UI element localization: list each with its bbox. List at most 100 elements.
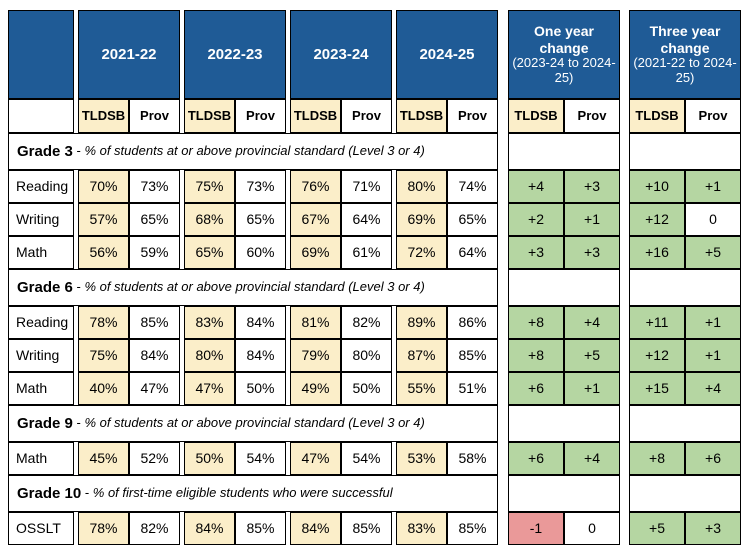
- change-panel-header: Three year change (2021-22 to 2024-25): [629, 10, 741, 99]
- change-value-cell: +12: [629, 339, 685, 372]
- board-value-cell: 84%: [184, 512, 235, 545]
- prov-value-cell: 73%: [129, 170, 180, 203]
- change-value-cell: +6: [508, 442, 564, 475]
- change-value-cell: +12: [629, 203, 685, 236]
- one-year-change-panel: One year change (2023-24 to 2024-25) TLDSB…: [508, 10, 620, 545]
- year-header-2021-22: 2021-22: [78, 10, 180, 99]
- prov-value-cell: 50%: [341, 372, 392, 405]
- change-value-cell: +5: [685, 236, 741, 269]
- board-value-cell: 75%: [184, 170, 235, 203]
- year-header-2024-25: 2024-25: [396, 10, 498, 99]
- board-subheader: TLDSB: [629, 99, 685, 133]
- prov-value-cell: 65%: [447, 203, 498, 236]
- prov-value-cell: 84%: [129, 339, 180, 372]
- row-label-osslt: OSSLT: [8, 512, 74, 545]
- change-value-cell: +1: [685, 306, 741, 339]
- prov-value-cell: 64%: [341, 203, 392, 236]
- change-value-cell: +16: [629, 236, 685, 269]
- board-value-cell: 56%: [78, 236, 129, 269]
- prov-subheader: Prov: [129, 99, 180, 133]
- board-value-cell: 72%: [396, 236, 447, 269]
- change-value-cell: +8: [508, 339, 564, 372]
- board-subheader: TLDSB: [78, 99, 129, 133]
- section-description: % of students at or above provincial sta…: [84, 279, 425, 295]
- row-label-math: Math: [8, 442, 74, 475]
- prov-value-cell: 74%: [447, 170, 498, 203]
- change-panel-subtitle: (2023-24 to 2024-25): [512, 54, 616, 85]
- board-value-cell: 47%: [290, 442, 341, 475]
- board-value-cell: 65%: [184, 236, 235, 269]
- board-value-cell: 79%: [290, 339, 341, 372]
- board-subheader: TLDSB: [508, 99, 564, 133]
- section-spacer-cell: [508, 133, 620, 170]
- row-label-writing: Writing: [8, 339, 74, 372]
- change-value-cell: +3: [508, 236, 564, 269]
- change-value-cell: +11: [629, 306, 685, 339]
- section-grade-label: Grade 6: [17, 278, 73, 296]
- change-value-cell: +4: [564, 442, 620, 475]
- prov-value-cell: 60%: [235, 236, 286, 269]
- section-grade-label: Grade 9: [17, 414, 73, 432]
- section-header-grade-10: Grade 10 - % of first-time eligible stud…: [8, 475, 498, 512]
- change-value-cell: +5: [564, 339, 620, 372]
- change-value-cell: +2: [508, 203, 564, 236]
- board-value-cell: 70%: [78, 170, 129, 203]
- section-spacer-cell: [508, 269, 620, 306]
- row-label-reading: Reading: [8, 306, 74, 339]
- prov-value-cell: 54%: [235, 442, 286, 475]
- board-value-cell: 57%: [78, 203, 129, 236]
- section-spacer-cell: [508, 405, 620, 442]
- board-value-cell: 45%: [78, 442, 129, 475]
- change-value-cell: 0: [685, 203, 741, 236]
- board-value-cell: 84%: [290, 512, 341, 545]
- prov-value-cell: 65%: [129, 203, 180, 236]
- section-separator: -: [81, 485, 93, 501]
- board-value-cell: 87%: [396, 339, 447, 372]
- prov-value-cell: 85%: [341, 512, 392, 545]
- board-value-cell: 76%: [290, 170, 341, 203]
- board-value-cell: 78%: [78, 306, 129, 339]
- section-spacer-cell: [629, 133, 741, 170]
- prov-value-cell: 86%: [447, 306, 498, 339]
- prov-value-cell: 65%: [235, 203, 286, 236]
- prov-value-cell: 61%: [341, 236, 392, 269]
- section-header-grade-6: Grade 6 - % of students at or above prov…: [8, 269, 498, 306]
- year-header-2022-23: 2022-23: [184, 10, 286, 99]
- prov-value-cell: 71%: [341, 170, 392, 203]
- section-grade-label: Grade 3: [17, 142, 73, 160]
- board-value-cell: 53%: [396, 442, 447, 475]
- subheader-empty-cell: [8, 99, 74, 133]
- board-value-cell: 47%: [184, 372, 235, 405]
- change-value-cell: +1: [685, 339, 741, 372]
- section-description: % of students at or above provincial sta…: [84, 143, 425, 159]
- change-panel-title: One year change: [534, 23, 594, 56]
- prov-value-cell: 80%: [341, 339, 392, 372]
- change-value-cell: +6: [508, 372, 564, 405]
- board-value-cell: 50%: [184, 442, 235, 475]
- change-value-cell: +1: [564, 203, 620, 236]
- prov-value-cell: 85%: [447, 512, 498, 545]
- prov-value-cell: 51%: [447, 372, 498, 405]
- section-separator: -: [72, 279, 85, 295]
- section-spacer-cell: [629, 269, 741, 306]
- change-value-cell: -1: [508, 512, 564, 545]
- board-value-cell: 78%: [78, 512, 129, 545]
- change-value-cell: +8: [508, 306, 564, 339]
- prov-subheader: Prov: [685, 99, 741, 133]
- board-value-cell: 89%: [396, 306, 447, 339]
- board-value-cell: 69%: [396, 203, 447, 236]
- prov-value-cell: 85%: [129, 306, 180, 339]
- change-value-cell: +1: [564, 372, 620, 405]
- board-value-cell: 75%: [78, 339, 129, 372]
- change-value-cell: +15: [629, 372, 685, 405]
- section-description: % of first-time eligible students who we…: [92, 485, 393, 501]
- section-grade-label: Grade 10: [17, 484, 82, 502]
- prov-value-cell: 84%: [235, 306, 286, 339]
- row-label-reading: Reading: [8, 170, 74, 203]
- change-value-cell: +4: [685, 372, 741, 405]
- change-panel-title: Three year change: [649, 23, 721, 56]
- section-separator: -: [72, 415, 85, 431]
- change-value-cell: +6: [685, 442, 741, 475]
- board-value-cell: 49%: [290, 372, 341, 405]
